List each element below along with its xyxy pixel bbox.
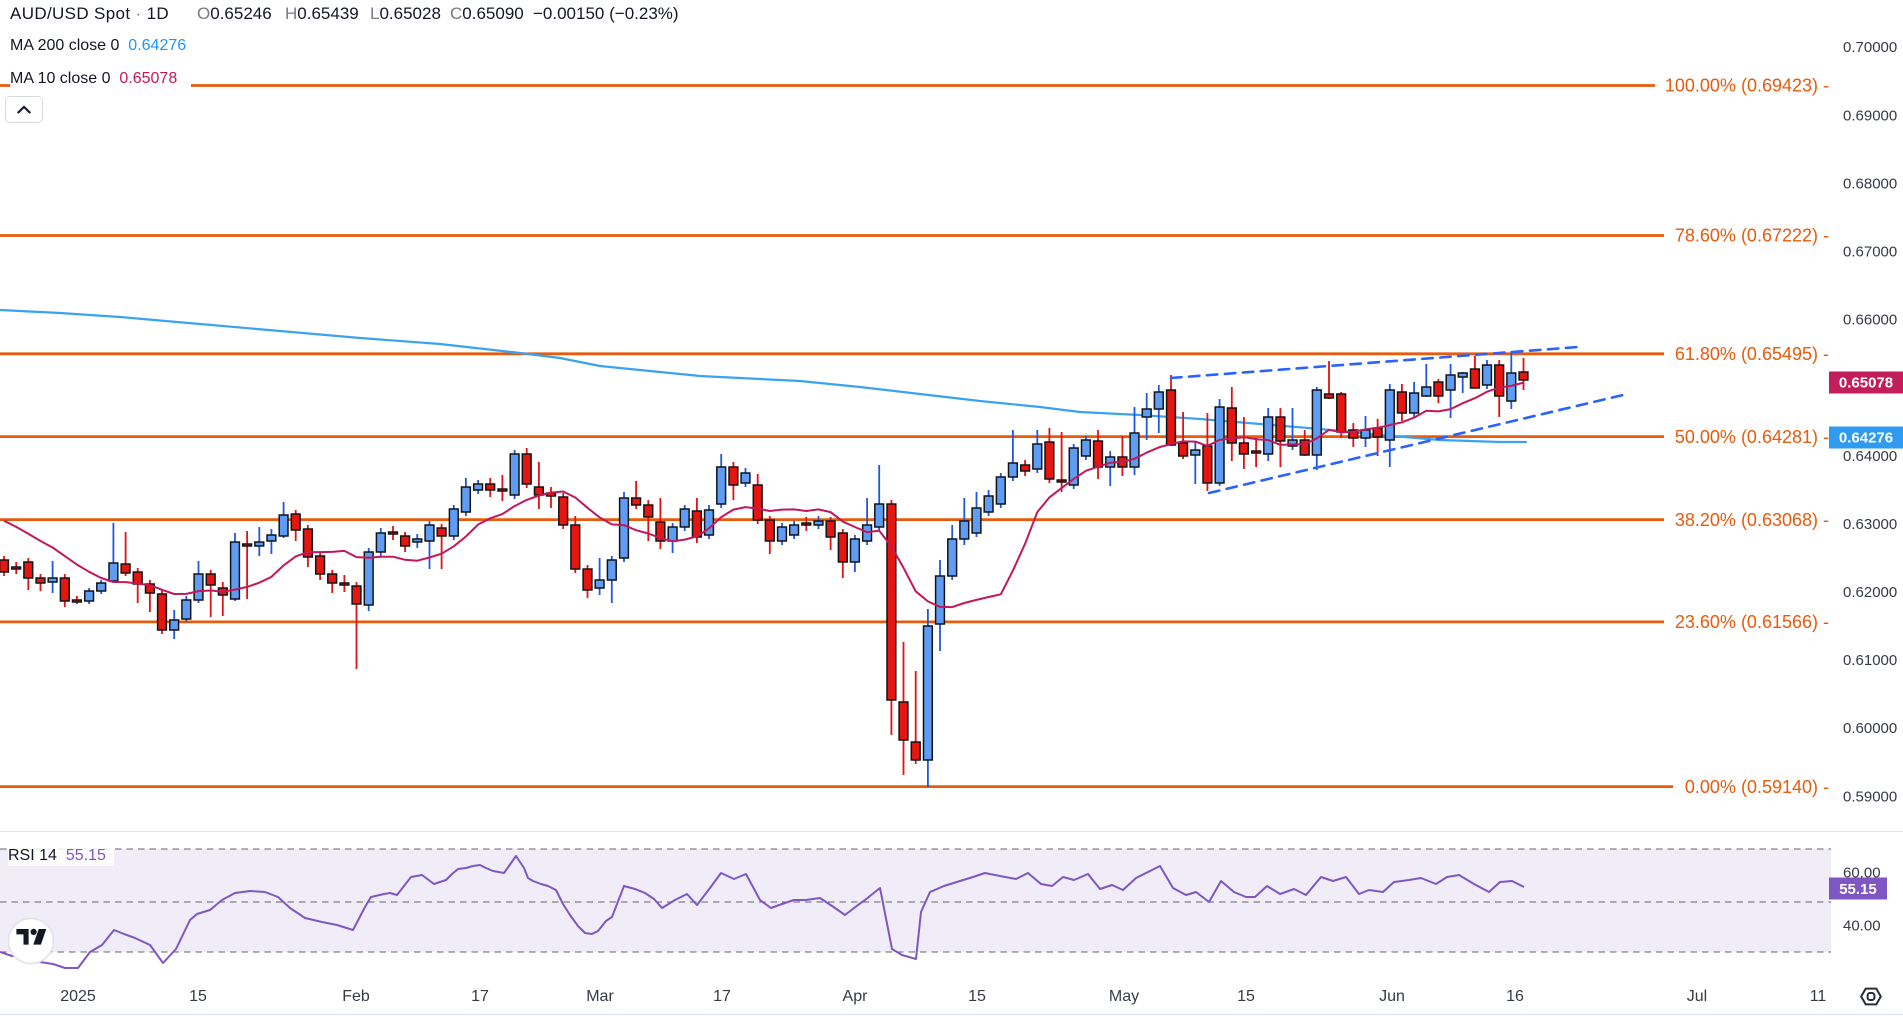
svg-text:78.60% (0.67222) -: 78.60% (0.67222) -: [1675, 226, 1829, 246]
svg-text:0.70000: 0.70000: [1843, 39, 1897, 56]
svg-text:17: 17: [713, 988, 731, 1005]
svg-text:17: 17: [471, 988, 489, 1005]
svg-text:Apr: Apr: [843, 988, 869, 1005]
svg-text:50.00% (0.64281) -: 50.00% (0.64281) -: [1675, 427, 1829, 447]
svg-text:60.00: 60.00: [1843, 865, 1881, 882]
svg-text:15: 15: [1237, 988, 1255, 1005]
svg-text:15: 15: [968, 988, 986, 1005]
svg-text:40.00: 40.00: [1843, 918, 1881, 935]
svg-text:0.61000: 0.61000: [1843, 652, 1897, 669]
svg-text:11: 11: [1810, 988, 1827, 1005]
svg-text:0.68000: 0.68000: [1843, 175, 1897, 192]
svg-text:0.66000: 0.66000: [1843, 312, 1897, 329]
svg-text:2025: 2025: [60, 988, 96, 1005]
svg-text:Feb: Feb: [342, 988, 370, 1005]
svg-text:100.00% (0.69423) -: 100.00% (0.69423) -: [1665, 76, 1829, 96]
svg-text:0.62000: 0.62000: [1843, 584, 1897, 601]
svg-text:Mar: Mar: [586, 988, 614, 1005]
svg-text:0.00% (0.59140) -: 0.00% (0.59140) -: [1685, 777, 1829, 797]
svg-text:0.60000: 0.60000: [1843, 720, 1897, 737]
svg-text:16: 16: [1506, 988, 1524, 1005]
svg-text:Jun: Jun: [1379, 988, 1405, 1005]
svg-text:0.64000: 0.64000: [1843, 448, 1897, 465]
svg-text:0.69000: 0.69000: [1843, 107, 1897, 124]
svg-text:0.64276: 0.64276: [1839, 430, 1893, 447]
svg-text:May: May: [1109, 988, 1139, 1005]
svg-text:0.63000: 0.63000: [1843, 516, 1897, 533]
svg-text:23.60% (0.61566) -: 23.60% (0.61566) -: [1675, 612, 1829, 632]
svg-text:Jul: Jul: [1687, 988, 1707, 1005]
svg-text:55.15: 55.15: [1839, 881, 1877, 898]
svg-text:15: 15: [189, 988, 207, 1005]
svg-text:38.20% (0.63068) -: 38.20% (0.63068) -: [1675, 510, 1829, 530]
svg-text:0.65078: 0.65078: [1839, 375, 1893, 392]
svg-text:0.59000: 0.59000: [1843, 788, 1897, 805]
svg-text:61.80% (0.65495) -: 61.80% (0.65495) -: [1675, 344, 1829, 364]
svg-text:0.67000: 0.67000: [1843, 244, 1897, 261]
